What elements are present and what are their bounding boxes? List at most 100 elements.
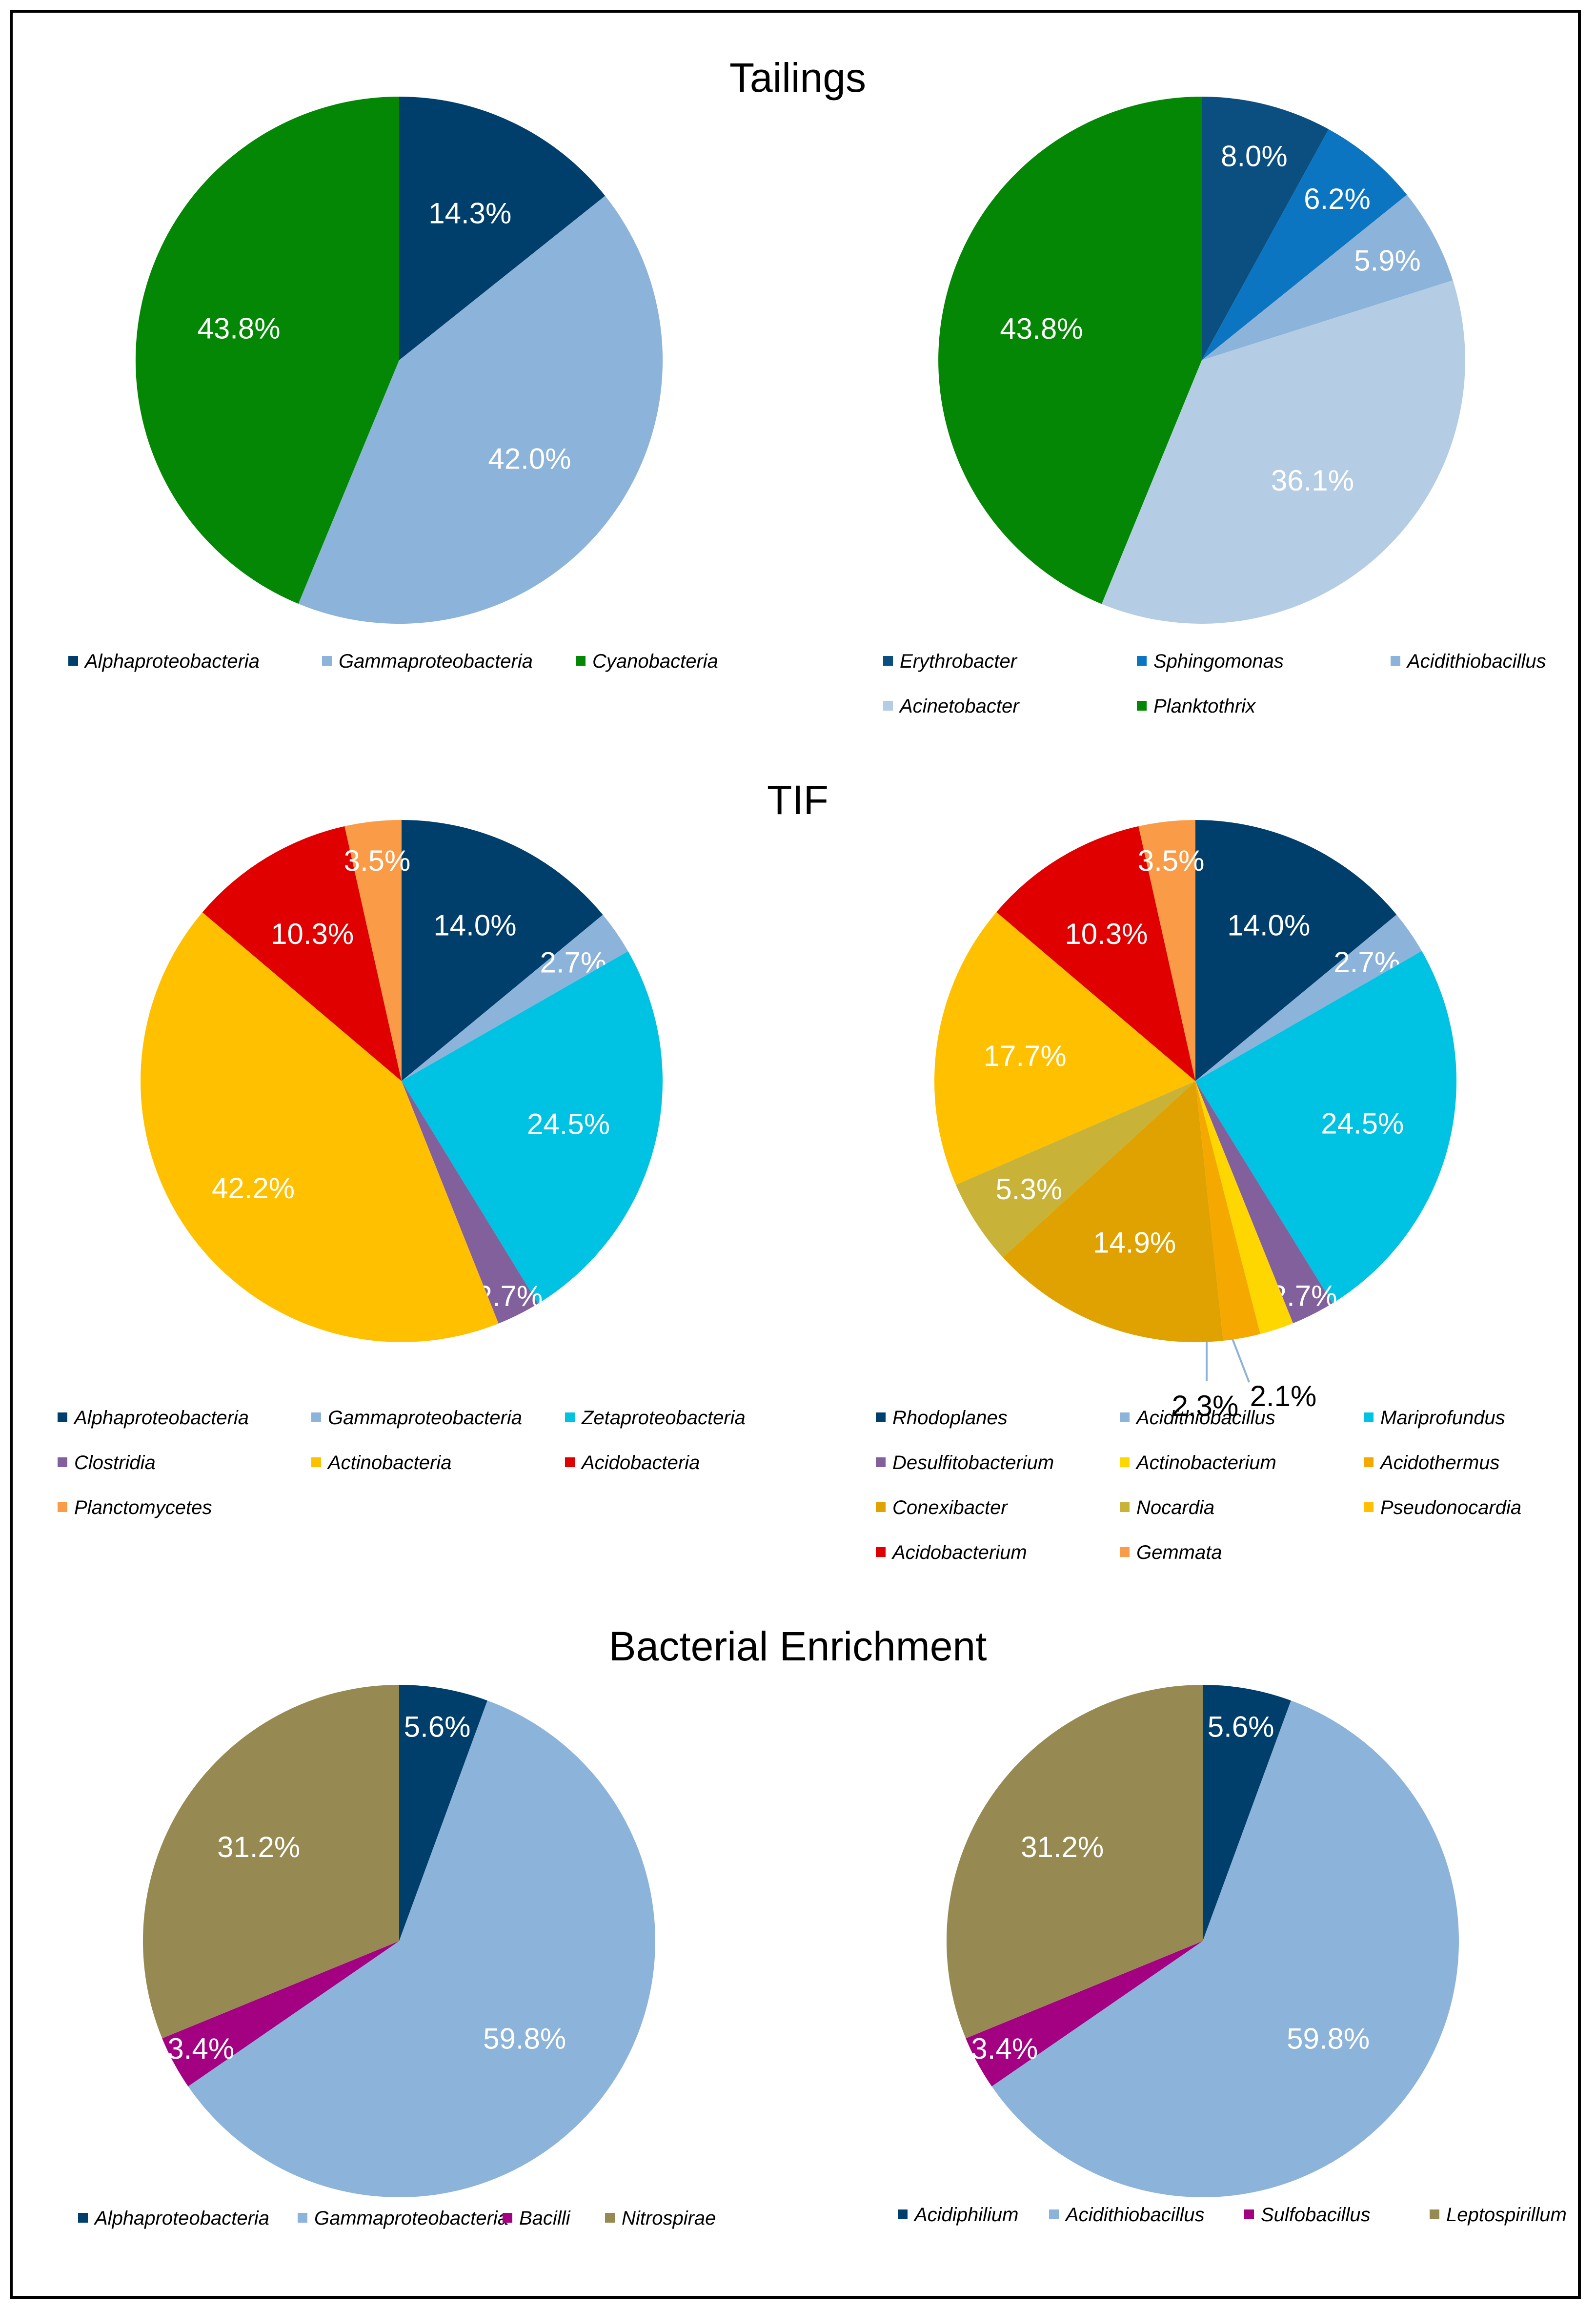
data-label-conexibacter: 14.9% (1093, 1226, 1176, 1259)
legend-label-gammaproteobacteria: Gammaproteobacteria (314, 2208, 508, 2229)
legend-swatch-alphaproteobacteria (58, 1412, 67, 1422)
data-label-erythrobacter: 8.0% (1221, 140, 1288, 173)
legend-swatch-acidobacteria (565, 1457, 575, 1467)
pie-slice-sphingomonas (1202, 129, 1407, 360)
data-label-planktothrix: 43.8% (1000, 312, 1083, 345)
legend-swatch-acidobacterium (876, 1547, 886, 1557)
section-title-bacterial-enrichment: Bacterial Enrichment (609, 1623, 987, 1669)
legend-label-actinobacterium: Actinobacterium (1135, 1452, 1276, 1473)
legend-swatch-sphingomonas (1137, 656, 1147, 666)
pie-slice-cyanobacteria (135, 96, 399, 604)
data-label-gammaproteobacteria: 59.8% (483, 2023, 566, 2055)
pie-slice-conexibacter (1003, 1081, 1223, 1343)
data-label-acinetobacter: 36.1% (1271, 464, 1354, 497)
pie-slice-erythrobacter (1202, 97, 1329, 360)
pie-slice-sulfobacillus (966, 1941, 1203, 2086)
legend-label-acidithiobacillus: Acidithiobacillus (1065, 2204, 1205, 2226)
legend-swatch-actinobacteria (311, 1457, 321, 1467)
legend-swatch-acinetobacter (883, 701, 893, 711)
legend: Alphaproteobacteria Gammaproteobacteria Ze… (58, 1407, 746, 1518)
legend-label-sulfobacillus: Sulfobacillus (1261, 2204, 1371, 2226)
pie-slice-gammaproteobacteria (188, 1700, 655, 2198)
data-label-pseudonocardia: 17.7% (984, 1040, 1067, 1072)
pie-slice-desulfitobacterium (1195, 1081, 1333, 1324)
legend-swatch-zetaproteobacteria (565, 1412, 575, 1422)
pie-slice-planktothrix (938, 97, 1202, 604)
pie-slice-acidothermus (1195, 1081, 1260, 1341)
legend: Rhodoplanes Acidithiobacillus Mariprofundu… (876, 1407, 1521, 1563)
legend-swatch-bacilli (503, 2213, 512, 2223)
pie-slice-acidobacterium (996, 826, 1195, 1081)
data-label-actinobacterium: 2.1% (1250, 1380, 1317, 1412)
legend-label-acinetobacter: Acinetobacter (899, 695, 1020, 717)
legend-swatch-rhodoplanes (876, 1412, 886, 1422)
pie-slice-clostridia (402, 1081, 538, 1324)
section-title-tif: TIF (767, 777, 828, 823)
data-label-gemmata: 3.5% (1138, 844, 1205, 877)
pie-slice-alphaproteobacteria (399, 1685, 487, 1941)
legend-swatch-acidiphilium (898, 2209, 908, 2219)
pie-slice-gammaproteobacteria (402, 915, 628, 1081)
legend-label-alphaproteobacteria: Alphaproteobacteria (94, 2208, 269, 2229)
legend-label-nitrospirae: Nitrospirae (622, 2208, 716, 2229)
pie-slice-mariprofundus (1195, 951, 1457, 1304)
data-label-rhodoplanes: 14.0% (1227, 909, 1310, 942)
section-title-tailings: Tailings (729, 55, 866, 101)
legend-swatch-pseudonocardia (1364, 1502, 1374, 1512)
pie-slice-nitrospirae (142, 1684, 399, 2039)
pie-slice-alphaproteobacteria (399, 97, 606, 360)
legend-swatch-alphaproteobacteria (68, 656, 78, 666)
data-label-bacilli: 3.4% (167, 2032, 234, 2065)
pie-slice-alphaproteobacteria (402, 820, 603, 1081)
legend-swatch-leptospirillum (1430, 2209, 1439, 2219)
legend: Erythrobacter Sphingomonas Acidithiobacill… (883, 651, 1546, 717)
data-label-actinobacteria: 42.2% (212, 1172, 295, 1205)
pie-slice-actinobacteria (141, 912, 499, 1342)
legend-swatch-gammaproteobacteria (298, 2213, 307, 2223)
pie-slice-rhodoplanes (1195, 820, 1397, 1081)
legend-label-alphaproteobacteria: Alphaproteobacteria (73, 1407, 249, 1429)
legend-swatch-alphaproteobacteria (78, 2213, 88, 2223)
legend: Alphaproteobacteria Gammaproteobacteria Ba… (78, 2208, 716, 2229)
legend-swatch-cyanobacteria (576, 656, 586, 666)
leader-line-actinobacterium (1230, 1333, 1250, 1383)
legend-label-sphingomonas: Sphingomonas (1153, 651, 1284, 672)
data-label-sphingomonas: 6.2% (1304, 183, 1371, 215)
legend-label-alphaproteobacteria: Alphaproteobacteria (84, 651, 260, 672)
legend-label-acidobacteria: Acidobacteria (581, 1452, 700, 1473)
legend-label-conexibacter: Conexibacter (892, 1497, 1008, 1518)
data-label-alphaproteobacteria: 14.3% (428, 197, 511, 229)
pie-chart-tailings-class: 14.3% 42.0% 43.8% Alphaproteobacteria Gammap… (68, 96, 718, 672)
data-label-mariprofundus: 24.5% (1321, 1107, 1404, 1140)
data-label-acidithiobacillus: 5.9% (1354, 245, 1421, 277)
legend-swatch-nitrospirae (605, 2213, 615, 2223)
pie-slice-acidithiobacillus (991, 1700, 1459, 2198)
data-label-nitrospirae: 31.2% (217, 1831, 300, 1863)
pie-slice-acidobacteria (202, 826, 402, 1081)
pie-slice-leptospirillum (946, 1684, 1203, 2039)
legend-label-erythrobacter: Erythrobacter (900, 651, 1018, 672)
legend-swatch-acidithiobacillus (1391, 656, 1400, 666)
data-label-acidithiobacillus: 59.8% (1287, 2023, 1370, 2055)
legend: Alphaproteobacteria Gammaproteobacteria Cy… (68, 651, 718, 672)
pie-chart-bacterial-enrichment-class: 5.6% 59.8% 3.4% 31.2% Alphaproteobacteria Gam… (78, 1684, 716, 2229)
pie-slice-acidithiobacillus (1202, 195, 1453, 360)
pie-slice-bacilli (162, 1941, 399, 2086)
pie-slice-gemmata (1138, 820, 1195, 1081)
legend-swatch-gemmata (1120, 1547, 1130, 1557)
data-label-leptospirillum: 31.2% (1021, 1831, 1104, 1863)
pie-slice-pseudonocardia (934, 912, 1195, 1185)
legend-swatch-conexibacter (876, 1502, 886, 1512)
legend-label-planctomycetes: Planctomycetes (74, 1497, 212, 1518)
legend-label-bacilli: Bacilli (519, 2208, 571, 2229)
legend-label-clostridia: Clostridia (74, 1452, 156, 1473)
data-label-sulfobacillus: 3.4% (971, 2032, 1038, 2065)
data-label-zetaproteobacteria: 24.5% (527, 1107, 610, 1140)
legend-label-leptospirillum: Leptospirillum (1446, 2204, 1567, 2226)
legend-label-cyanobacteria: Cyanobacteria (592, 651, 718, 672)
legend-swatch-acidothermus (1364, 1457, 1374, 1467)
pie-slice-gammaproteobacteria (298, 196, 663, 624)
legend-label-mariprofundus: Mariprofundus (1380, 1407, 1505, 1429)
legend-label-acidothermus: Acidothermus (1379, 1452, 1500, 1473)
